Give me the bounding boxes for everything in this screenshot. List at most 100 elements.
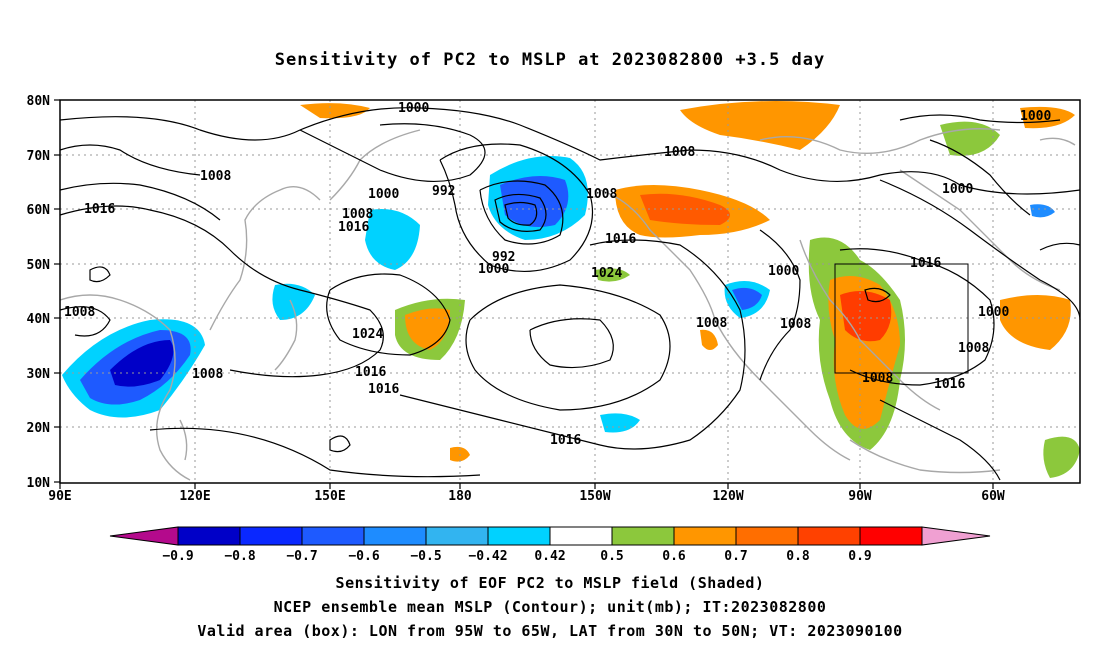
colorbar-label: −0.7 [286,549,317,564]
shaded-region [1020,106,1075,129]
contour-label: 1008 [780,317,811,332]
contour-label: 1000 [478,262,509,277]
lon-label: 150E [314,489,345,504]
contour-label: 1016 [338,220,369,235]
lon-label: 120E [179,489,210,504]
colorbar-label: −0.8 [224,549,255,564]
lat-label: 60N [27,203,51,218]
shaded-region [500,176,569,228]
contour-label: 1000 [942,182,973,197]
lat-label: 50N [27,258,51,273]
contour-label: 1024 [591,266,622,281]
colorbar-swatch [109,526,179,546]
contour-label: 1008 [192,367,223,382]
contour-label: 1016 [550,433,581,448]
lon-label: 60W [981,489,1005,504]
colorbar-label: −0.6 [348,549,379,564]
contour-label: 1008 [862,371,893,386]
contour-label: 1008 [586,187,617,202]
colorbar-swatch [611,526,675,546]
contour-labels: 1000 1008 992 1016 1008 1000 1008 1016 1… [64,101,1051,448]
map-frame [59,99,1081,484]
grid-lines [60,100,1080,483]
contour-label: 992 [492,250,515,265]
contour-label: 1016 [355,365,386,380]
map-title: Sensitivity of PC2 to MSLP at 2023082800… [274,50,826,70]
colorbar-label: 0.9 [848,549,871,564]
contour-label: 992 [432,184,455,199]
colorbar-swatch [549,526,613,546]
shaded-region [595,268,630,282]
latitude-labels: 80N 70N 60N 50N 40N 30N 20N 10N [27,94,51,491]
mslp-contours [59,107,1081,481]
lon-label: 90E [48,489,71,504]
colorbar-label: −0.9 [162,549,193,564]
lon-label: 90W [848,489,872,504]
colorbar-swatch [921,526,991,546]
contour-label: 1000 [398,101,429,116]
contour-label: 1008 [64,305,95,320]
colorbar-swatch [859,526,923,546]
colorbar-swatch [363,526,427,546]
contour-label: 1000 [978,305,1009,320]
caption-line-3: Valid area (box): LON from 95W to 65W, L… [197,622,903,640]
contour-label: 1016 [934,377,965,392]
colorbar-label: 0.7 [724,549,747,564]
lat-label: 30N [27,367,51,382]
colorbar [109,526,991,546]
contour-label: 1008 [664,145,695,160]
contour-label: 1016 [910,256,941,271]
colorbar-swatch [735,526,799,546]
contour-label: 1024 [352,327,383,342]
colorbar-label: −0.5 [410,549,441,564]
lat-label: 20N [27,421,51,436]
valid-area-box [834,263,969,374]
colorbar-label: 0.6 [662,549,686,564]
colorbar-swatch [425,526,489,546]
contour-label: 1008 [342,207,373,222]
contour-label: 1000 [1020,109,1051,124]
shaded-region [110,340,174,387]
colorbar-swatch [673,526,737,546]
colorbar-swatch [239,526,303,546]
shaded-region [1030,204,1055,218]
contour-label: 1008 [200,169,231,184]
contour-label: 1016 [368,382,399,397]
shaded-region [732,287,762,310]
lat-label: 40N [27,312,51,327]
colorbar-labels: −0.9 −0.8 −0.7 −0.6 −0.5 −0.42 0.42 0.5 0.6 0.7 0.… [162,549,871,564]
colorbar-label: 0.5 [600,549,623,564]
caption-line-2: NCEP ensemble mean MSLP (Contour); unit(… [273,598,827,616]
shaded-region [700,329,718,350]
colorbar-swatch [177,526,241,546]
shaded-region [272,283,315,320]
colorbar-swatch [301,526,365,546]
lon-label: 180 [448,489,472,504]
caption-line-1: Sensitivity of EOF PC2 to MSLP field (Sh… [335,574,765,592]
colorbar-label: 0.8 [786,549,810,564]
lat-label: 10N [27,476,51,491]
lat-label: 80N [27,94,51,109]
contour-label: 1016 [84,202,115,217]
shaded-region [600,413,640,433]
lon-label: 120W [712,489,743,504]
contour-label: 1000 [368,187,399,202]
colorbar-label: −0.42 [468,549,507,564]
shaded-region [1000,295,1071,350]
colorbar-label: 0.42 [534,549,565,564]
contour-label: 1008 [696,316,727,331]
shaded-region [300,103,370,119]
colorbar-swatch [487,526,551,546]
coastlines [59,128,1076,481]
longitude-labels: 90E 120E 150E 180 150W 120W 90W 60W [48,489,1005,504]
axis-ticks [54,99,994,489]
shaded-region [365,209,420,270]
contour-label: 1016 [605,232,636,247]
colorbar-swatch [797,526,861,546]
lon-label: 150W [579,489,610,504]
lat-label: 70N [27,149,51,164]
contour-label: 1008 [958,341,989,356]
shaded-region [1043,436,1080,478]
contour-label: 1000 [768,264,799,279]
